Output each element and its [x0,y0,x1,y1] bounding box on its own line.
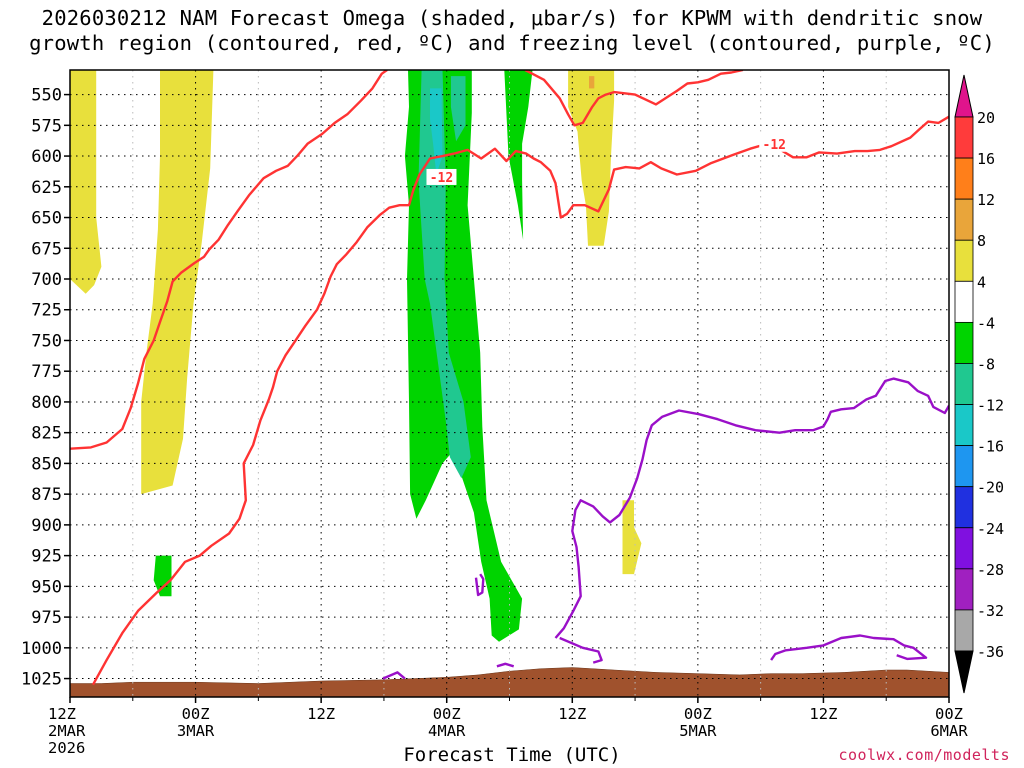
contour-purple_contour_bottom [559,636,603,664]
colorbar-bin--32--28 [954,568,974,611]
x-tick-label-0-1: 2MAR [48,722,86,740]
colorbar-label-4: 4 [977,273,986,291]
credit-link[interactable]: coolwx.com/modelts [838,746,1010,764]
x-tick-label-60-1: 5MAR [679,722,717,740]
colorbar-bin--20--16 [954,445,974,488]
colorbar-bin--4-4 [954,280,974,323]
y-tick-label-1000: 1000 [21,639,62,659]
colorbar-label-1: 16 [977,150,995,168]
x-tick-label-84-0: 00Z [935,705,963,723]
colorbar-label-10: -24 [977,520,1004,538]
y-tick-label-600: 600 [31,147,62,167]
contour-label-bg-0 [426,168,457,185]
contour-purple_contour_small_c [496,662,515,668]
x-tick-label-36-0: 00Z [433,705,461,723]
y-tick-label-550: 550 [31,86,62,106]
y-tick-label-625: 625 [31,178,62,198]
contour-red_contour_upper [524,70,744,127]
contour-label-bg-1 [759,135,790,152]
chart-title-line1: 2026030212 NAM Forecast Omega (shaded, μ… [41,6,983,30]
colorbar-label-2: 12 [977,191,995,209]
y-tick-label-575: 575 [31,116,62,136]
colorbar-label-8: -16 [977,438,1004,456]
colorbar-bottom-arrow [954,650,974,694]
contour-purple_contour_small_a [474,573,485,597]
chart-title-line2: growth region (contoured, red, ºC) and f… [29,31,995,55]
omega-region-omega_neg_4_8_branch [504,70,533,240]
colorbar-label-9: -20 [977,479,1004,497]
colorbar-top-arrow [954,74,974,118]
contour-purple_contour_lower_right [770,634,928,661]
y-tick-label-725: 725 [31,301,62,321]
x-tick-label-12-0: 00Z [182,705,210,723]
y-tick-label-850: 850 [31,454,62,474]
y-tick-label-1025: 1025 [21,670,62,690]
y-tick-label-975: 975 [31,608,62,628]
x-tick-label-0-2: 2026 [48,739,85,757]
colorbar-label-3: 8 [977,232,986,250]
y-tick-label-950: 950 [31,577,62,597]
plot-content: -12 -12 [70,70,949,697]
y-tick-label-650: 650 [31,209,62,229]
x-tick-label-24-0: 12Z [307,705,335,723]
omega-region-omega_pos_4_8_a [70,70,102,294]
contour-purple_contour_right [554,377,949,639]
x-tick-label-60-0: 00Z [684,705,712,723]
omega-region-omega_neg_12_16 [430,88,443,175]
y-tick-label-925: 925 [31,547,62,567]
omega-region-omega_pos_4_8_c [568,70,615,246]
colorbar-bin--28--24 [954,527,974,570]
y-tick-label-750: 750 [31,331,62,351]
chart-title: 2026030212 NAM Forecast Omega (shaded, μ… [0,6,1024,56]
y-tick-label-800: 800 [31,393,62,413]
x-tick-label-12-1: 3MAR [177,722,215,740]
colorbar-bin-12-16 [954,157,974,200]
y-tick-label-825: 825 [31,424,62,444]
omega-region-omega_neg_4_8_small [153,555,172,597]
colorbar-bin-8-12 [954,198,974,241]
colorbar-label-0: 20 [977,109,995,127]
x-axis-label: Forecast Time (UTC) [403,744,621,766]
colorbar-label-5: -4 [977,314,995,332]
omega-region-omega_pos_8_12 [589,76,595,89]
colorbar-bin-16-20 [954,116,974,159]
y-tick-label-875: 875 [31,485,62,505]
x-tick-label-48-0: 12Z [558,705,586,723]
contour-label-0: -12 [430,171,453,186]
colorbar-label-12: -32 [977,602,1004,620]
x-tick-label-84-1: 6MAR [930,722,968,740]
colorbar-bin--12--8 [954,363,974,405]
omega-region-omega_pos_4_8_b [141,70,214,495]
x-tick-label-36-1: 4MAR [428,722,466,740]
colorbar-bin--16--12 [954,404,974,447]
contour-label-1: -12 [763,138,786,153]
colorbar-bin-4-8 [954,239,974,282]
x-tick-label-72-0: 12Z [809,705,837,723]
colorbar-label-6: -8 [977,355,995,373]
colorbar-label-13: -36 [977,643,1004,661]
contour-red_contour_left [70,70,388,450]
y-tick-label-700: 700 [31,270,62,290]
y-tick-label-900: 900 [31,516,62,536]
y-tick-label-675: 675 [31,239,62,259]
omega-region-omega_pos_4_8_d [622,500,642,575]
colorbar-label-7: -12 [977,397,1004,415]
y-tick-label-775: 775 [31,362,62,382]
colorbar-label-11: -28 [977,561,1004,579]
colorbar-bin--8--4 [954,321,974,364]
colorbar-bin--36--32 [954,609,974,652]
colorbar-bin--24--20 [954,486,974,529]
contour-purple_contour_small_b [382,671,406,680]
x-tick-label-0-0: 12Z [48,705,76,723]
